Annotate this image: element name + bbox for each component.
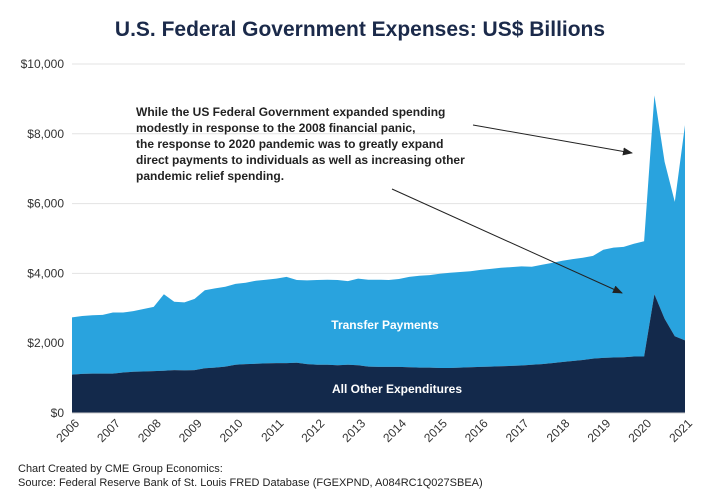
x-tick-label: 2020: [625, 416, 654, 445]
annotation-arrow-bottom: [391, 188, 623, 294]
annotation-arrow-top: [472, 124, 633, 156]
x-tick-label: 2019: [585, 416, 614, 445]
x-tick-label: 2006: [53, 416, 82, 445]
x-tick-label: 2018: [544, 416, 573, 445]
label-all-other-expenditures: All Other Expenditures: [332, 382, 462, 396]
x-tick-label: 2009: [176, 416, 205, 445]
annotation-line: modestly in response to the 2008 financi…: [136, 121, 416, 135]
area-labels: Transfer Payments All Other Expenditures: [331, 318, 462, 396]
x-tick-label: 2008: [135, 416, 164, 445]
y-tick-label: $4,000: [27, 266, 64, 280]
annotation-line: pandemic relief spending.: [136, 169, 285, 183]
annotation-line: While the US Federal Government expanded…: [136, 105, 446, 119]
y-tick-label: $8,000: [27, 127, 64, 141]
y-tick-label: $6,000: [27, 197, 64, 211]
x-tick-label: 2021: [666, 416, 695, 445]
x-axis: 2006 2007 2008 2009 2010 2011 2012 2013 2014 2015…: [53, 416, 695, 445]
y-tick-label: $0: [51, 406, 65, 420]
x-tick-label: 2014: [380, 416, 409, 445]
y-tick-label: $2,000: [27, 336, 64, 350]
x-tick-label: 2013: [339, 416, 368, 445]
y-tick-label: $10,000: [21, 57, 65, 71]
x-tick-label: 2015: [421, 416, 450, 445]
annotation: While the US Federal Government expanded…: [136, 104, 476, 184]
x-tick-label: 2016: [462, 416, 491, 445]
area-transfer-payments: [72, 95, 685, 375]
chart-title: U.S. Federal Government Expenses: US$ Bi…: [114, 18, 606, 41]
footer: Chart Created by CME Group Economics: So…: [18, 462, 483, 490]
annotation-line: the response to 2020 pandemic was to gre…: [136, 137, 444, 151]
y-axis: $0 $2,000 $4,000 $6,000 $8,000 $10,000: [21, 57, 65, 420]
footer-credit: Chart Created by CME Group Economics:: [18, 463, 223, 475]
footer-source: Source: Federal Reserve Bank of St. Loui…: [18, 477, 483, 489]
annotation-line: direct payments to individuals as well a…: [136, 153, 465, 167]
label-transfer-payments: Transfer Payments: [331, 318, 439, 332]
area-all-other-expenditures: [72, 294, 685, 413]
x-tick-label: 2010: [217, 416, 246, 445]
x-tick-label: 2007: [94, 416, 123, 445]
x-tick-label: 2012: [299, 416, 328, 445]
x-tick-label: 2011: [258, 416, 286, 444]
x-tick-label: 2017: [503, 416, 532, 445]
areas: [72, 95, 685, 414]
